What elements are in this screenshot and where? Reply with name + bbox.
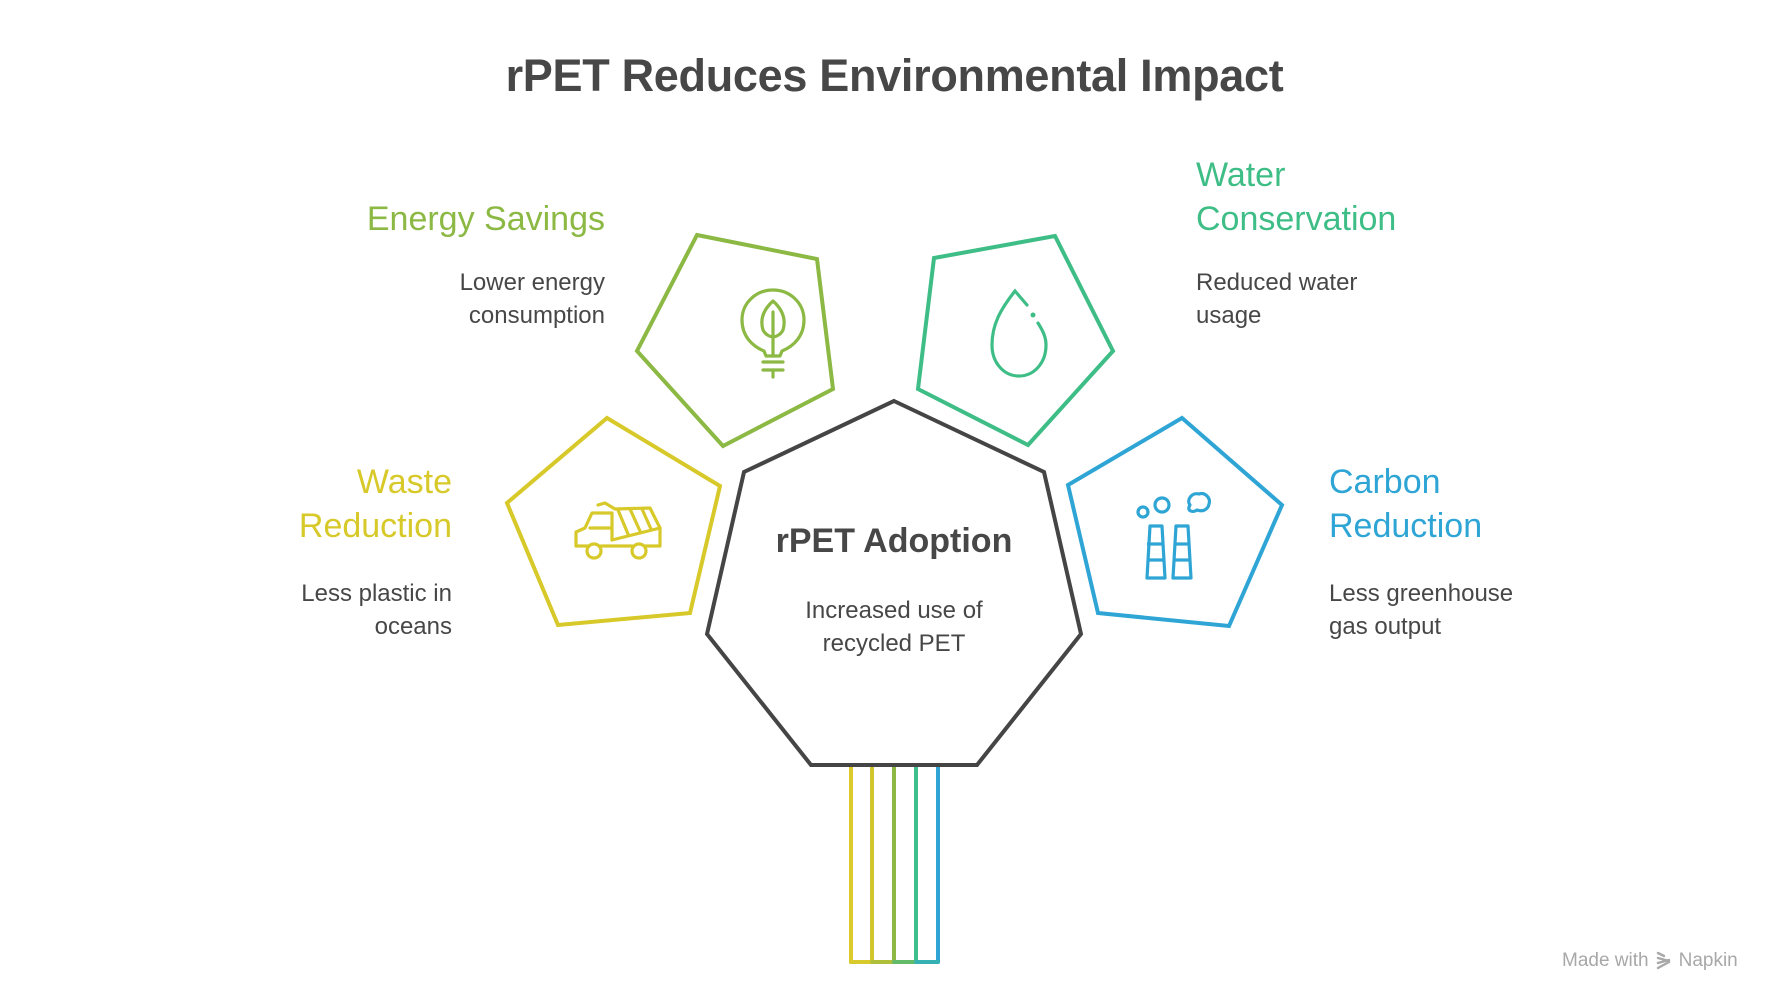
center-title: rPET Adoption xyxy=(775,522,1013,560)
water-conservation-heading-line1: Water xyxy=(1196,156,1286,194)
carbon-reduction-pentagon xyxy=(1065,415,1285,629)
waste-reduction-heading: Waste Reduction xyxy=(152,460,452,548)
center-desc-line2: recycled PET xyxy=(822,630,966,657)
factory-smoke-icon xyxy=(1136,492,1211,580)
energy-savings-desc-line1: Lower energy xyxy=(459,269,605,296)
napkin-logo-icon xyxy=(1656,951,1670,970)
energy-savings-description: Lower energy consumption xyxy=(305,266,605,332)
carbon-reduction-heading-line2: Reduction xyxy=(1329,507,1483,545)
waste-reduction-heading-line1: Waste xyxy=(356,463,452,501)
napkin-brand-label: Napkin xyxy=(1678,950,1738,971)
carbon-reduction-desc-line2: gas output xyxy=(1329,613,1442,640)
energy-savings-heading: Energy Savings xyxy=(305,197,605,241)
water-conservation-desc-line2: usage xyxy=(1196,302,1262,329)
center-heptagon xyxy=(704,398,1084,767)
water-conservation-desc-line1: Reduced water xyxy=(1196,269,1358,296)
energy-savings-pentagon xyxy=(634,232,836,449)
energy-savings-heading-text: Energy Savings xyxy=(366,200,605,238)
water-conservation-description: Reduced water usage xyxy=(1196,266,1516,332)
made-with-label: Made with xyxy=(1562,950,1649,971)
center-desc-line1: Increased use of xyxy=(805,597,983,624)
water-conservation-pentagon xyxy=(915,233,1116,448)
carbon-reduction-heading-line1: Carbon xyxy=(1329,463,1441,501)
dump-truck-icon xyxy=(574,501,662,560)
center-description: Increased use of recycled PET xyxy=(714,594,1074,660)
waste-reduction-desc-line2: oceans xyxy=(374,613,452,640)
waste-reduction-desc-line1: Less plastic in xyxy=(301,580,452,607)
waste-reduction-description: Less plastic in oceans xyxy=(152,577,452,643)
energy-savings-desc-line2: consumption xyxy=(468,302,605,329)
diagram-title: rPET Reduces Environmental Impact xyxy=(505,50,1284,101)
water-conservation-heading: Water Conservation xyxy=(1196,153,1516,241)
water-drop-icon xyxy=(990,288,1048,378)
carbon-reduction-desc-line1: Less greenhouse xyxy=(1329,580,1514,607)
napkin-watermark[interactable]: Made with Napkin xyxy=(1562,950,1738,972)
eco-lightbulb-icon xyxy=(740,288,806,379)
connector-lines xyxy=(849,764,940,964)
water-conservation-heading-line2: Conservation xyxy=(1196,200,1397,238)
carbon-reduction-heading: Carbon Reduction xyxy=(1329,460,1649,548)
carbon-reduction-description: Less greenhouse gas output xyxy=(1329,577,1649,643)
waste-reduction-heading-line2: Reduction xyxy=(298,507,452,545)
